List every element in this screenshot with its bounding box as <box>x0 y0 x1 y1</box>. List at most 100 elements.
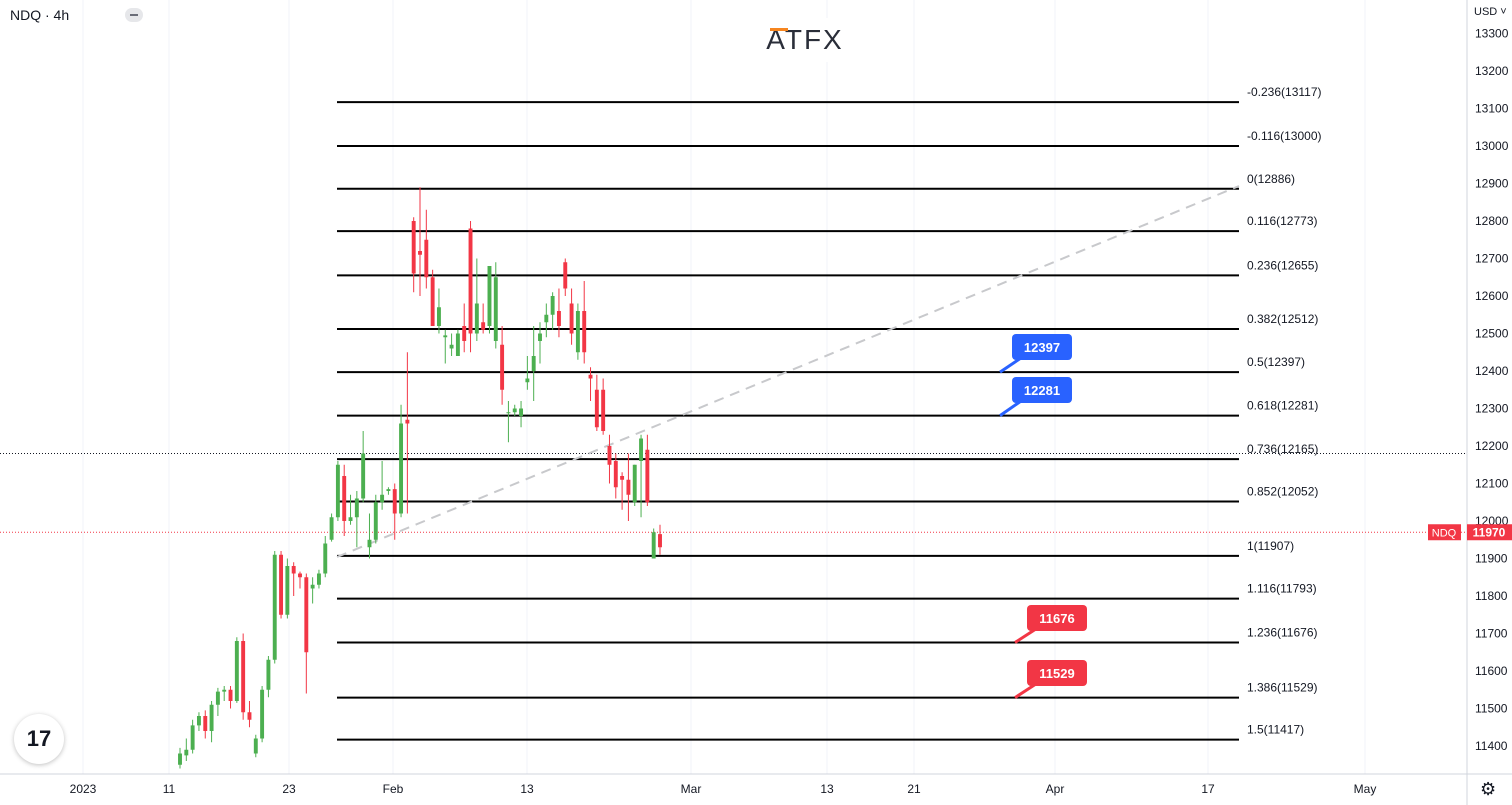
candle-body <box>354 498 359 518</box>
logo-accent <box>770 28 788 31</box>
callout-box <box>1027 605 1087 631</box>
candle-body <box>531 356 536 371</box>
candle-body <box>455 333 460 356</box>
candle-body <box>335 464 340 518</box>
candle-body <box>651 532 656 559</box>
candle-body <box>525 378 530 383</box>
y-tick-label: 12900 <box>1475 177 1509 191</box>
x-tick-label: May <box>1354 782 1377 796</box>
candle-body <box>430 277 435 326</box>
candle-body <box>575 311 580 353</box>
fib-level-label: 0.5(12397) <box>1247 355 1305 369</box>
candle-body <box>462 326 467 341</box>
x-tick-label: Apr <box>1046 782 1065 796</box>
candle-body <box>411 221 416 274</box>
candle-body <box>209 704 214 731</box>
candle-body <box>620 476 625 480</box>
candle-body <box>405 419 410 424</box>
candle-body <box>588 374 593 379</box>
candle-body <box>373 502 378 540</box>
fib-level-label: 0.116(12773) <box>1247 214 1318 228</box>
y-tick-label: 11400 <box>1475 739 1508 753</box>
currency-selector[interactable]: USD ˅ <box>1474 6 1507 18</box>
y-tick-label: 13100 <box>1475 102 1509 116</box>
gear-icon[interactable]: ⚙ <box>1480 779 1496 800</box>
fib-level-label: -0.236(13117) <box>1247 85 1322 99</box>
candle-body <box>386 489 391 491</box>
fib-level-label: 1.236(11676) <box>1247 626 1318 640</box>
candle-body <box>512 408 517 413</box>
candle-body <box>342 476 347 521</box>
candle-body <box>487 266 492 326</box>
x-tick-label: Mar <box>681 782 702 796</box>
y-tick-label: 13200 <box>1475 64 1509 78</box>
candle-body <box>506 412 511 414</box>
candle-body <box>285 566 290 615</box>
x-tick-label: 17 <box>1201 782 1215 796</box>
fib-level-label: 0.236(12655) <box>1247 258 1318 272</box>
candle-body <box>626 479 631 495</box>
symbol-price-tag-label: NDQ <box>1432 527 1457 539</box>
candle-body <box>639 438 644 461</box>
candle-body <box>178 753 182 765</box>
candle-body <box>291 566 296 574</box>
fib-level-label: 0.852(12052) <box>1247 485 1318 499</box>
y-tick-label: 12300 <box>1475 402 1509 416</box>
candle-body <box>519 408 524 416</box>
candle-body <box>468 228 473 334</box>
callout-box <box>1012 377 1072 403</box>
y-tick-label: 11500 <box>1475 702 1508 716</box>
candle-body <box>563 262 568 289</box>
fib-level-label: 1.5(11417) <box>1247 723 1304 737</box>
candle-body <box>190 725 195 750</box>
candle-body <box>424 239 429 278</box>
tradingview-logo-icon[interactable]: 17 <box>14 714 64 764</box>
candle-body <box>298 573 302 578</box>
fib-level-label: -0.116(13000) <box>1247 129 1322 143</box>
candle-body <box>443 335 448 338</box>
symbol-info: NDQ · 4h <box>10 7 69 23</box>
candle-body <box>418 251 422 255</box>
candle-body <box>279 554 284 615</box>
callout-box <box>1012 334 1072 360</box>
candle-body <box>569 303 574 334</box>
candle-body <box>266 659 271 690</box>
y-tick-label: 11800 <box>1475 589 1508 603</box>
candle-body <box>449 344 454 349</box>
candle-body <box>316 573 321 585</box>
candle-body <box>392 489 397 514</box>
y-tick-label: 12800 <box>1475 214 1509 228</box>
callout-box <box>1027 660 1087 686</box>
candle-body <box>607 446 612 465</box>
chevron-down-icon: ˅ <box>1497 6 1507 18</box>
x-tick-label: 13 <box>820 782 834 796</box>
callout-label: 12281 <box>1024 383 1060 398</box>
candle-body <box>436 307 441 326</box>
x-tick-label: Feb <box>383 782 404 796</box>
candle-body <box>544 314 549 323</box>
candle-body <box>203 716 208 731</box>
candle-body <box>222 689 227 692</box>
candle-body <box>234 641 239 701</box>
candle-body <box>594 389 599 428</box>
x-tick-label: 21 <box>907 782 921 796</box>
y-tick-label: 13300 <box>1475 27 1509 41</box>
fib-level-label: 0(12886) <box>1247 172 1295 186</box>
collapse-icon[interactable] <box>125 8 143 22</box>
trend-line <box>336 185 1240 558</box>
callout-label: 11529 <box>1039 666 1074 681</box>
settings-glyph: ⚙ <box>1480 779 1497 799</box>
y-tick-label: 12200 <box>1475 439 1509 453</box>
candle-body <box>260 689 265 739</box>
fib-level-label: 0.736(12165) <box>1247 442 1318 456</box>
x-tick-label: 13 <box>520 782 534 796</box>
candle-body <box>253 738 258 754</box>
last-price-tag <box>1467 524 1512 541</box>
symbol-price-tag <box>1428 524 1461 541</box>
y-tick-label: 12500 <box>1475 327 1509 341</box>
callout-label: 12397 <box>1024 340 1060 355</box>
atfx-logo: ATFX <box>752 18 858 62</box>
candle-body <box>632 464 637 503</box>
y-tick-label: 12100 <box>1475 477 1509 491</box>
